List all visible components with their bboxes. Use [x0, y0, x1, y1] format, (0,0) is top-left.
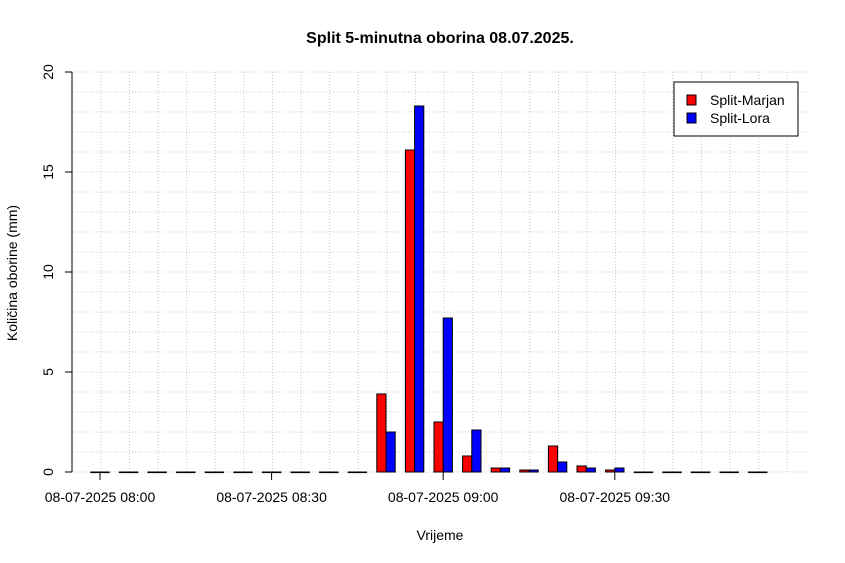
bar-split-marjan: [433, 421, 444, 473]
bar-split-marjan: [633, 471, 644, 474]
bar-split-lora: [414, 105, 425, 473]
bar-split-marjan: [261, 471, 273, 474]
bar-split-marjan: [576, 465, 587, 473]
bar-split-marjan: [490, 467, 501, 473]
bar-split-lora: [328, 471, 339, 474]
bar-split-lora: [471, 429, 482, 473]
bar-split-marjan: [319, 471, 330, 474]
y-tick-label: 0: [40, 468, 56, 476]
bar-split-lora: [642, 471, 654, 474]
bar-split-lora: [585, 467, 596, 473]
x-tick-label: 08-07-2025 09:00: [388, 489, 499, 505]
bar-split-lora: [442, 317, 453, 473]
bars: [90, 105, 768, 474]
bar-split-marjan: [519, 469, 530, 473]
y-tick-label: 10: [40, 264, 56, 280]
bar-split-lora: [156, 471, 167, 474]
bar-split-marjan: [204, 471, 215, 474]
bar-split-lora: [356, 471, 368, 474]
bar-split-lora: [99, 471, 110, 474]
bar-split-lora: [213, 471, 225, 474]
bar-split-marjan: [118, 471, 130, 474]
legend-swatch: [686, 112, 697, 124]
bar-split-lora: [528, 469, 539, 473]
x-tick-label: 08-07-2025 08:00: [45, 489, 156, 505]
y-tick-label: 20: [40, 64, 56, 80]
bar-split-marjan: [547, 445, 559, 473]
x-tick-label: 08-07-2025 08:30: [216, 489, 327, 505]
bar-split-marjan: [147, 471, 158, 474]
bar-split-lora: [128, 471, 139, 474]
legend-label: Split-Lora: [710, 110, 770, 126]
bar-split-marjan: [233, 471, 244, 474]
bar-split-lora: [271, 471, 282, 474]
bar-split-lora: [757, 471, 768, 474]
y-tick-label: 15: [40, 164, 56, 180]
bar-split-marjan: [347, 471, 358, 474]
bar-split-marjan: [719, 471, 730, 474]
x-tick-label: 08-07-2025 09:30: [560, 489, 671, 505]
bar-split-marjan: [690, 471, 702, 474]
bar-split-lora: [728, 471, 739, 474]
axes: 0 5 10 15 20 08-07-2025 08:00 08-07-2025 08:30…: [40, 64, 670, 505]
bar-split-marjan: [605, 469, 616, 473]
bar-split-marjan: [662, 471, 673, 474]
bar-split-lora: [557, 461, 568, 473]
legend-label: Split-Marjan: [710, 92, 785, 108]
bar-split-lora: [614, 467, 625, 473]
bar-split-marjan: [376, 393, 387, 473]
bar-split-lora: [671, 471, 682, 474]
bar-split-lora: [185, 471, 196, 474]
bar-split-lora: [700, 471, 711, 474]
chart-title: Split 5-minutna oborina 08.07.2025.: [306, 30, 574, 47]
bar-split-lora: [242, 471, 253, 474]
y-tick-label: 5: [40, 368, 56, 376]
bar-split-marjan: [748, 471, 759, 474]
bar-split-marjan: [176, 471, 187, 474]
bar-split-marjan: [90, 471, 101, 474]
grid: [72, 71, 808, 473]
legend-box: [673, 81, 799, 137]
bar-split-lora: [499, 467, 511, 473]
bar-split-marjan: [404, 149, 416, 473]
bar-split-marjan: [290, 471, 301, 474]
bar-split-lora: [385, 431, 396, 473]
x-axis-label: Vrijeme: [417, 527, 464, 543]
bar-split-marjan: [462, 455, 473, 473]
legend: Split-Marjan Split-Lora: [673, 81, 799, 137]
bar-split-lora: [299, 471, 310, 474]
legend-swatch: [686, 94, 697, 106]
y-axis-label: Količina oborine (mm): [4, 205, 20, 341]
